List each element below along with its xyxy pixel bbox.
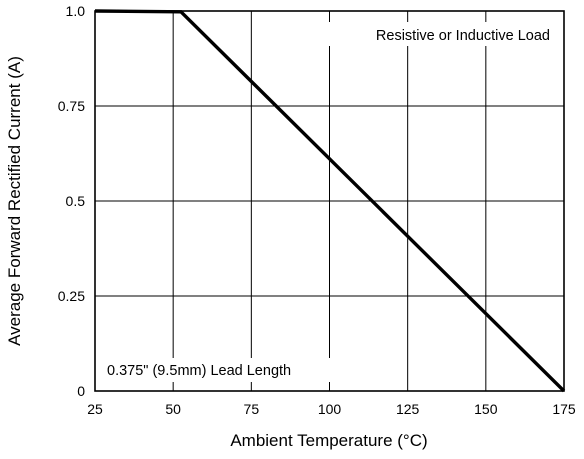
- derating-curve: [94, 9, 566, 393]
- annotation-lead-length: 0.375" (9.5mm) Lead Length: [107, 363, 291, 379]
- y-tick-labels: 0 0.25 0.5 0.75 1.0: [58, 3, 85, 399]
- y-tick-label: 0.25: [58, 288, 85, 304]
- annotation-load-type: Resistive or Inductive Load: [376, 28, 550, 44]
- x-axis-title: Ambient Temperature (°C): [230, 431, 427, 450]
- y-tick-label: 1.0: [66, 3, 86, 19]
- x-tick-label: 25: [87, 401, 103, 417]
- annotation-top-box: [322, 22, 554, 46]
- x-tick-label: 175: [552, 401, 576, 417]
- x-tick-label: 100: [318, 401, 342, 417]
- annotation-bottom-box: [103, 358, 349, 382]
- x-tick-label: 50: [165, 401, 181, 417]
- y-tick-label: 0: [77, 383, 85, 399]
- y-tick-label: 0.75: [58, 98, 85, 114]
- x-tick-label: 150: [474, 401, 498, 417]
- x-tick-label: 125: [396, 401, 420, 417]
- x-tick-label: 75: [244, 401, 260, 417]
- grid-lines: [95, 11, 564, 391]
- y-axis-title: Average Forward Rectified Current (A): [5, 56, 24, 346]
- plot-frame: [94, 10, 565, 392]
- series-layer: [94, 9, 566, 393]
- x-tick-labels: 25 50 75 100 125 150 175: [87, 401, 576, 417]
- y-tick-label: 0.5: [66, 193, 86, 209]
